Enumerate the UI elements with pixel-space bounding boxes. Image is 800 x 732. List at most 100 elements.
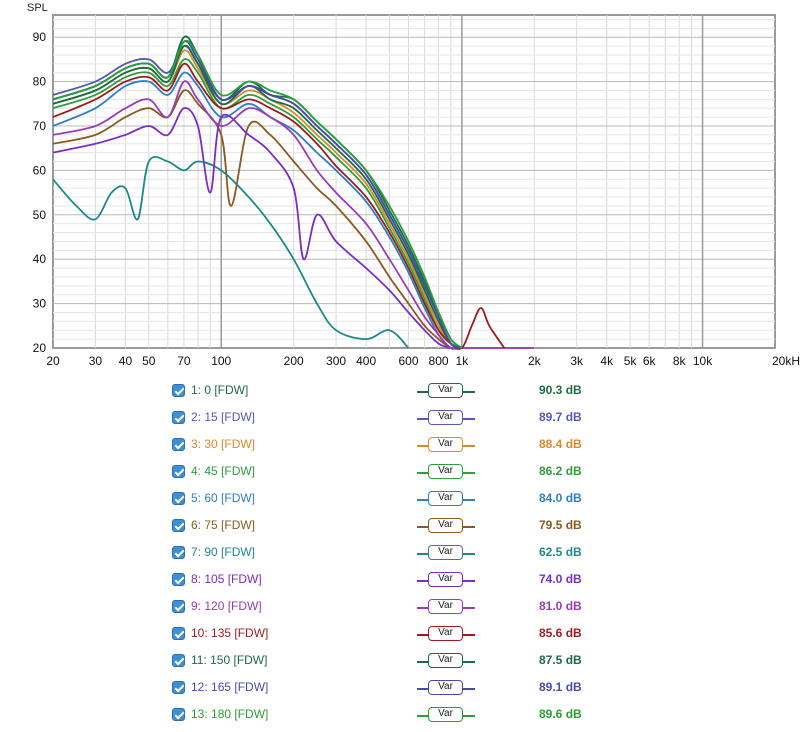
legend-db-value: 87.5 dB	[539, 653, 582, 667]
line-style-control: Var	[417, 597, 475, 617]
var-button[interactable]: Var	[428, 410, 463, 425]
legend-checkbox[interactable]	[172, 438, 185, 451]
legend-label: 11: 150 [FDW]	[191, 653, 268, 667]
legend-row: 9: 120 [FDW] Var 81.0 dB	[172, 597, 592, 617]
x-tick-label: 40	[119, 354, 133, 368]
var-button[interactable]: Var	[428, 383, 463, 398]
y-tick-label: 80	[33, 75, 47, 89]
x-tick-label: 100	[211, 354, 231, 368]
x-tick-label: 3k	[570, 354, 584, 368]
var-button[interactable]: Var	[428, 572, 463, 587]
var-button[interactable]: Var	[428, 437, 463, 452]
x-tick-label: 2k	[528, 354, 542, 368]
x-tick-label: 200	[284, 354, 304, 368]
line-style-control: Var	[417, 570, 475, 590]
legend-row: 7: 90 [FDW] Var 62.5 dB	[172, 543, 592, 563]
legend-row: 1: 0 [FDW] Var 90.3 dB	[172, 381, 592, 401]
series-line-11	[52, 44, 463, 349]
spl-chart: 20 30 40 50 70 100 200 300 400 600 800 1k 2k 3k 4k 5k 6k…	[27, 2, 800, 368]
y-tick-label: 40	[33, 252, 47, 266]
legend-row: 10: 135 [FDW] Var 85.6 dB	[172, 624, 592, 644]
legend-row: 8: 105 [FDW] Var 74.0 dB	[172, 570, 592, 590]
legend-checkbox[interactable]	[172, 627, 185, 640]
legend-db-value: 74.0 dB	[539, 572, 582, 586]
line-style-control: Var	[417, 624, 475, 644]
series-line-7	[52, 155, 410, 349]
legend-label: 2: 15 [FDW]	[191, 410, 256, 424]
y-tick-label: 30	[33, 297, 47, 311]
legend-checkbox[interactable]	[172, 600, 185, 613]
legend-label: 5: 60 [FDW]	[191, 491, 256, 505]
x-tick-label: 300	[326, 354, 346, 368]
legend-row: 5: 60 [FDW] Var 84.0 dB	[172, 489, 592, 509]
legend-db-value: 84.0 dB	[539, 491, 582, 505]
legend-db-value: 85.6 dB	[539, 626, 582, 640]
x-tick-label: 6k	[643, 354, 657, 368]
line-style-control: Var	[417, 651, 475, 671]
legend-checkbox[interactable]	[172, 384, 185, 397]
var-button[interactable]: Var	[428, 653, 463, 668]
legend-row: 2: 15 [FDW] Var 89.7 dB	[172, 408, 592, 428]
var-button[interactable]: Var	[428, 518, 463, 533]
legend-label: 1: 0 [FDW]	[191, 383, 249, 397]
legend-label: 9: 120 [FDW]	[191, 599, 262, 613]
legend-label: 12: 165 [FDW]	[191, 680, 269, 694]
series-line-10	[52, 62, 506, 350]
y-axis-label: SPL	[27, 2, 48, 14]
x-tick-label: 600	[398, 354, 418, 368]
line-style-control: Var	[417, 381, 475, 401]
legend-db-value: 62.5 dB	[539, 545, 582, 559]
series-line-13	[52, 39, 463, 349]
series-line-6	[52, 89, 462, 350]
legend-db-value: 89.6 dB	[539, 707, 582, 721]
x-tick-label: 800	[429, 354, 449, 368]
legend-checkbox[interactable]	[172, 573, 185, 586]
legend-label: 4: 45 [FDW]	[191, 464, 256, 478]
legend-label: 6: 75 [FDW]	[191, 518, 256, 532]
y-tick-label: 50	[33, 208, 47, 222]
var-button[interactable]: Var	[428, 599, 463, 614]
var-button[interactable]: Var	[428, 626, 463, 641]
legend-label: 3: 30 [FDW]	[191, 437, 256, 451]
legend-checkbox[interactable]	[172, 519, 185, 532]
legend-db-value: 86.2 dB	[539, 464, 582, 478]
legend-checkbox[interactable]	[172, 681, 185, 694]
line-style-control: Var	[417, 489, 475, 509]
line-style-control: Var	[417, 543, 475, 563]
legend-label: 7: 90 [FDW]	[191, 545, 256, 559]
legend-row: 12: 165 [FDW] Var 89.1 dB	[172, 678, 592, 698]
var-button[interactable]: Var	[428, 707, 463, 722]
y-tick-label: 20	[33, 341, 47, 355]
legend-checkbox[interactable]	[172, 411, 185, 424]
legend-checkbox[interactable]	[172, 546, 185, 559]
x-tick-label: 50	[142, 354, 156, 368]
x-tick-label: 20	[46, 354, 60, 368]
legend-row: 13: 180 [FDW] Var 89.6 dB	[172, 705, 592, 725]
y-tick-labels: 20 30 40 50 60 70 80 90	[33, 30, 47, 355]
legend-db-value: 81.0 dB	[539, 599, 582, 613]
legend-db-value: 89.7 dB	[539, 410, 582, 424]
line-style-control: Var	[417, 435, 475, 455]
var-button[interactable]: Var	[428, 545, 463, 560]
legend-checkbox[interactable]	[172, 654, 185, 667]
legend-db-value: 79.5 dB	[539, 518, 582, 532]
var-button[interactable]: Var	[428, 464, 463, 479]
x-tick-label: 70	[177, 354, 191, 368]
legend-checkbox[interactable]	[172, 465, 185, 478]
var-button[interactable]: Var	[428, 680, 463, 695]
series-line-5	[52, 71, 462, 350]
legend-label: 13: 180 [FDW]	[191, 707, 269, 721]
legend-checkbox[interactable]	[172, 492, 185, 505]
legend-row: 3: 30 [FDW] Var 88.4 dB	[172, 435, 592, 455]
x-tick-labels: 20 30 40 50 70 100 200 300 400 600 800 1k 2k 3k 4k 5k 6k…	[46, 354, 800, 368]
x-tick-label: 5k	[624, 354, 638, 368]
line-style-control: Var	[417, 705, 475, 725]
legend-row: 11: 150 [FDW] Var 87.5 dB	[172, 651, 592, 671]
var-button[interactable]: Var	[428, 491, 463, 506]
x-tick-label: 400	[356, 354, 376, 368]
legend-checkbox[interactable]	[172, 708, 185, 721]
line-style-control: Var	[417, 462, 475, 482]
y-tick-label: 70	[33, 119, 47, 133]
x-tick-label: 8k	[673, 354, 687, 368]
line-style-control: Var	[417, 408, 475, 428]
